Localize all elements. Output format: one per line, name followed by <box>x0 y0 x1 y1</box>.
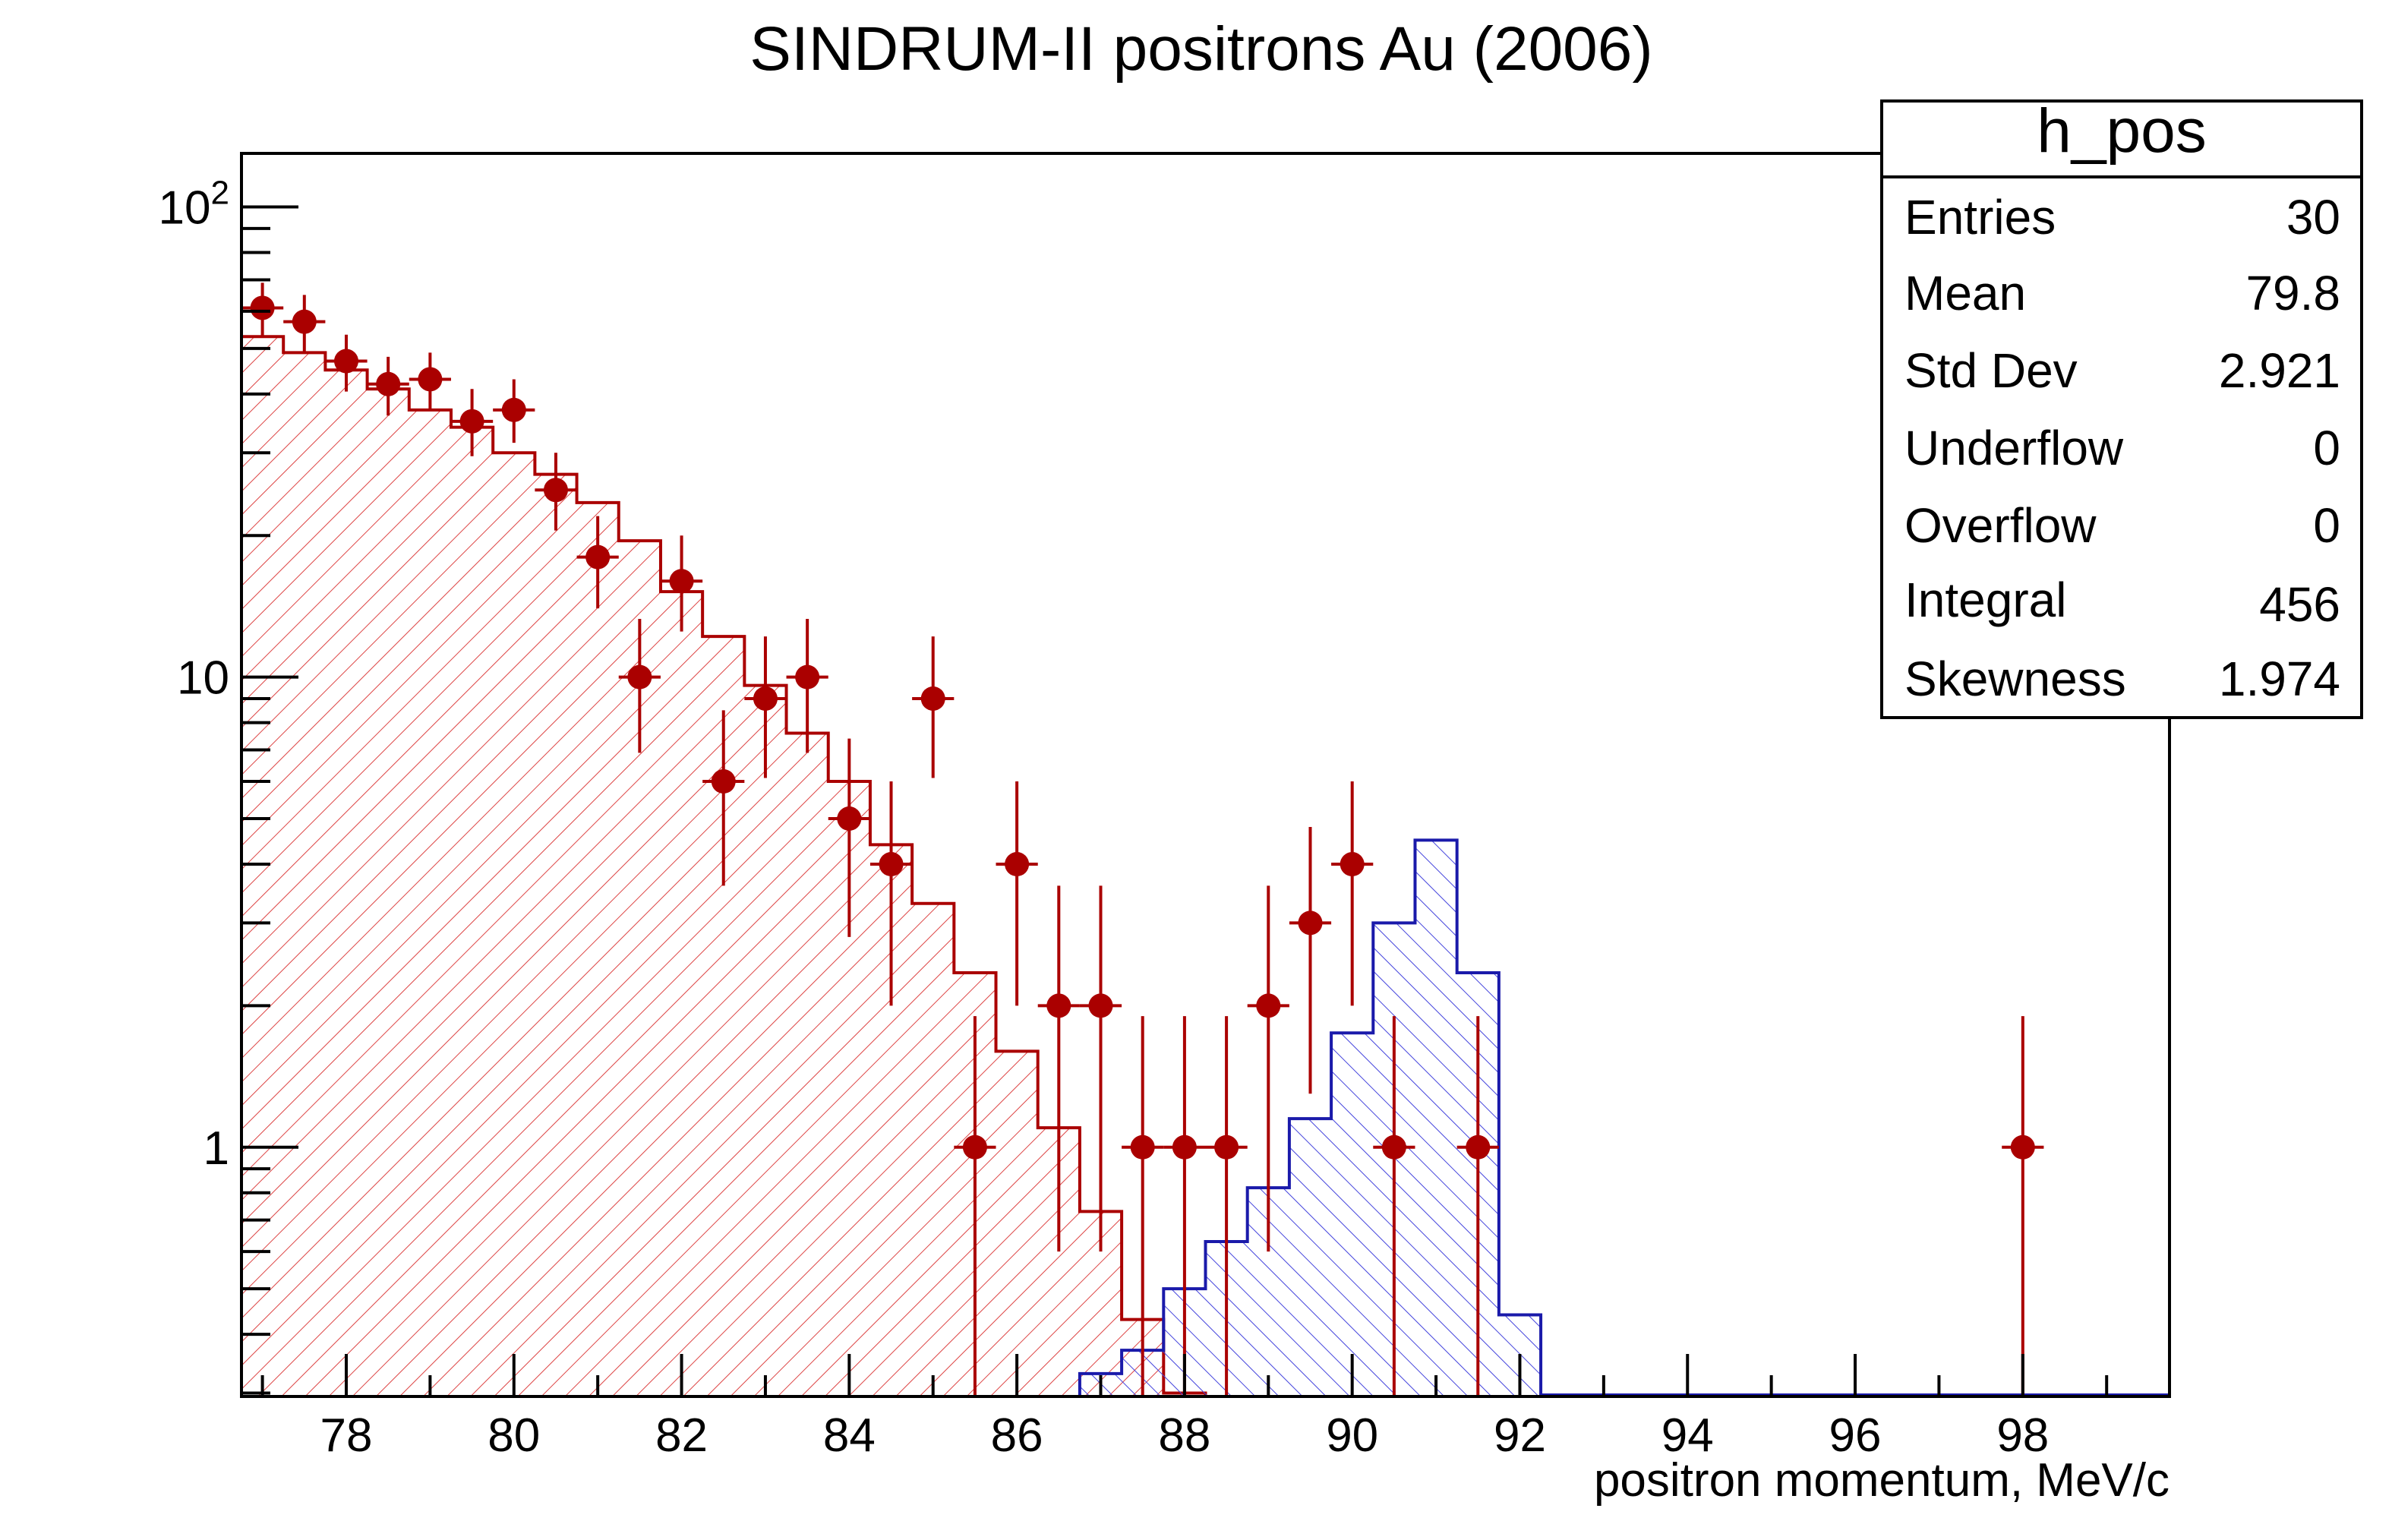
stats-value-skewness: 1.974 <box>2219 652 2340 706</box>
data-point <box>2010 1134 2035 1160</box>
stats-box-title: h_pos <box>2037 96 2206 166</box>
stats-label-skewness: Skewness <box>1904 652 2126 706</box>
x-axis-label: positron momentum, MeV/c <box>1594 1454 2170 1507</box>
stats-label-mean: Mean <box>1904 266 2026 320</box>
axes: 78 80 82 84 86 88 90 92 94 96 98 1 10 102 <box>159 175 2109 1462</box>
data-point <box>753 686 778 711</box>
data-point <box>250 295 275 320</box>
stats-box: h_pos Entries 30 Mean 79.8 Std Dev 2.921… <box>1880 96 2363 719</box>
data-point <box>418 367 443 392</box>
plot-area <box>241 282 2170 1396</box>
data-point <box>292 309 317 334</box>
stats-value-underflow: 0 <box>2313 421 2340 475</box>
stats-label-underflow: Underflow <box>1904 421 2124 475</box>
x-tick-label: 84 <box>823 1409 876 1462</box>
y-tick-label: 102 <box>159 175 229 235</box>
data-point <box>1381 1134 1406 1160</box>
x-tick-label: 94 <box>1661 1409 1714 1462</box>
y-tick-label: 1 <box>204 1122 229 1175</box>
data-point <box>1340 852 1365 877</box>
stats-label-std-dev: Std Dev <box>1904 343 2078 398</box>
data-point <box>627 664 652 690</box>
histogram-outline <box>241 335 1207 1396</box>
stats-value-entries: 30 <box>2286 190 2340 245</box>
data-point <box>333 349 358 374</box>
data-point <box>1214 1134 1239 1160</box>
data-point <box>1466 1134 1491 1160</box>
x-tick-label: 98 <box>1996 1409 2049 1462</box>
histogram-outline <box>1078 838 1543 1396</box>
x-tick-label: 80 <box>488 1409 540 1462</box>
data-point <box>920 686 945 711</box>
x-tick-label: 92 <box>1494 1409 1546 1462</box>
stats-value-overflow: 0 <box>2313 498 2340 553</box>
data-point <box>669 569 694 594</box>
stats-label-integral: Integral <box>1904 573 2066 627</box>
x-tick-label: 86 <box>991 1409 1043 1462</box>
x-tick-label: 78 <box>320 1409 373 1462</box>
data-point <box>795 664 820 690</box>
stats-box-frame <box>1880 99 2363 719</box>
data-point <box>1172 1134 1197 1160</box>
stats-value-std-dev: 2.921 <box>2219 343 2340 398</box>
x-tick-label: 90 <box>1326 1409 1378 1462</box>
stats-value-integral: 456 <box>2259 577 2340 632</box>
x-tick-label: 82 <box>655 1409 708 1462</box>
data-point <box>1298 910 1323 936</box>
data-point <box>837 806 862 832</box>
data-point <box>1130 1134 1155 1160</box>
data-point <box>585 544 611 570</box>
plot-frame <box>240 152 2171 1398</box>
data-point <box>376 371 401 396</box>
data-point <box>459 409 484 434</box>
stats-value-mean: 79.8 <box>2245 266 2340 320</box>
stats-label-entries: Entries <box>1904 190 2056 245</box>
histogram-fill <box>1079 840 1542 1396</box>
data-point <box>1005 852 1030 877</box>
x-tick-label: 88 <box>1158 1409 1210 1462</box>
data-point <box>543 478 568 503</box>
data-point <box>501 397 526 422</box>
data-point <box>879 852 904 877</box>
stats-label-overflow: Overflow <box>1904 498 2097 553</box>
data-point <box>1088 993 1113 1018</box>
y-tick-label: 10 <box>177 652 229 705</box>
data-point <box>711 769 736 794</box>
data-point <box>1046 993 1071 1018</box>
data-point <box>962 1134 987 1160</box>
data-point <box>1256 993 1281 1018</box>
x-tick-label: 96 <box>1829 1409 1882 1462</box>
chart-title: SINDRUM-II positrons Au (2006) <box>749 14 1652 84</box>
